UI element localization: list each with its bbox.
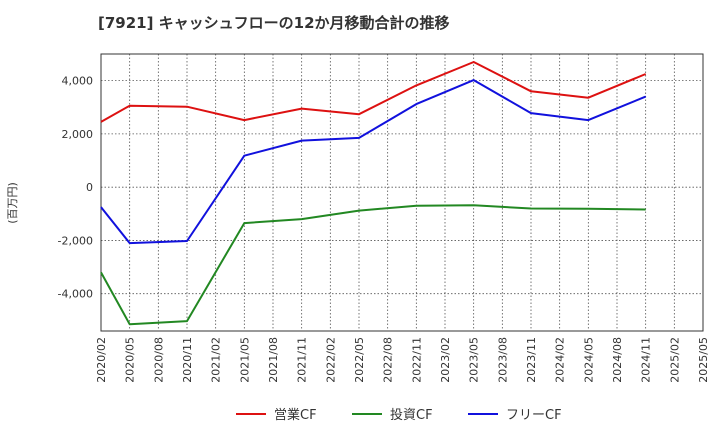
x-tick-label-2023-08: 2023/08 xyxy=(496,337,509,383)
x-tick-label-2023-02: 2023/02 xyxy=(439,337,452,383)
x-tick-label-2021-05: 2021/05 xyxy=(238,337,251,383)
x-tick-label-2024-02: 2024/02 xyxy=(554,337,567,383)
x-tick-label-2025-02: 2025/02 xyxy=(668,337,681,383)
chart-title: [7921] キャッシュフローの12か月移動合計の推移 xyxy=(98,14,450,32)
legend-label-1: 営業CF xyxy=(274,407,317,423)
x-tick-label-2024-05: 2024/05 xyxy=(582,337,595,383)
x-tick-label-2022-11: 2022/11 xyxy=(410,337,423,383)
series-line-2 xyxy=(100,204,646,326)
y-tick-label: -2,000 xyxy=(58,234,93,247)
x-tick-label-2020-08: 2020/08 xyxy=(152,337,165,383)
x-tick-label-2020-02: 2020/02 xyxy=(95,337,108,383)
x-tick-label-2021-02: 2021/02 xyxy=(210,337,223,383)
x-tick-label-2022-05: 2022/05 xyxy=(353,337,366,383)
x-tick-label-2025-05: 2025/05 xyxy=(697,337,710,383)
x-tick-label-2021-08: 2021/08 xyxy=(267,337,280,383)
x-tick-label-2023-05: 2023/05 xyxy=(468,337,481,383)
plot-frame xyxy=(100,53,704,332)
x-tick-label-2020-05: 2020/05 xyxy=(124,337,137,383)
x-tick-label-2023-11: 2023/11 xyxy=(525,337,538,383)
y-tick-label: -4,000 xyxy=(58,288,93,301)
y-tick-label: 0 xyxy=(86,181,93,194)
series-line-3 xyxy=(100,79,647,245)
legend-label-3: フリーCF xyxy=(506,408,562,423)
y-tick-label: 2,000 xyxy=(62,128,94,141)
series-line-1 xyxy=(100,61,647,123)
x-tick-label-2022-02: 2022/02 xyxy=(324,337,337,383)
x-tick-label-2021-11: 2021/11 xyxy=(296,337,309,383)
y-axis-title: (百万円) xyxy=(6,182,19,224)
legend-label-2: 投資CF xyxy=(390,407,433,423)
y-tick-label: 4,000 xyxy=(62,75,94,88)
x-tick-label-2022-08: 2022/08 xyxy=(382,337,395,383)
x-tick-label-2024-08: 2024/08 xyxy=(611,337,624,383)
x-tick-label-2020-11: 2020/11 xyxy=(181,337,194,383)
x-tick-label-2024-11: 2024/11 xyxy=(640,337,653,383)
